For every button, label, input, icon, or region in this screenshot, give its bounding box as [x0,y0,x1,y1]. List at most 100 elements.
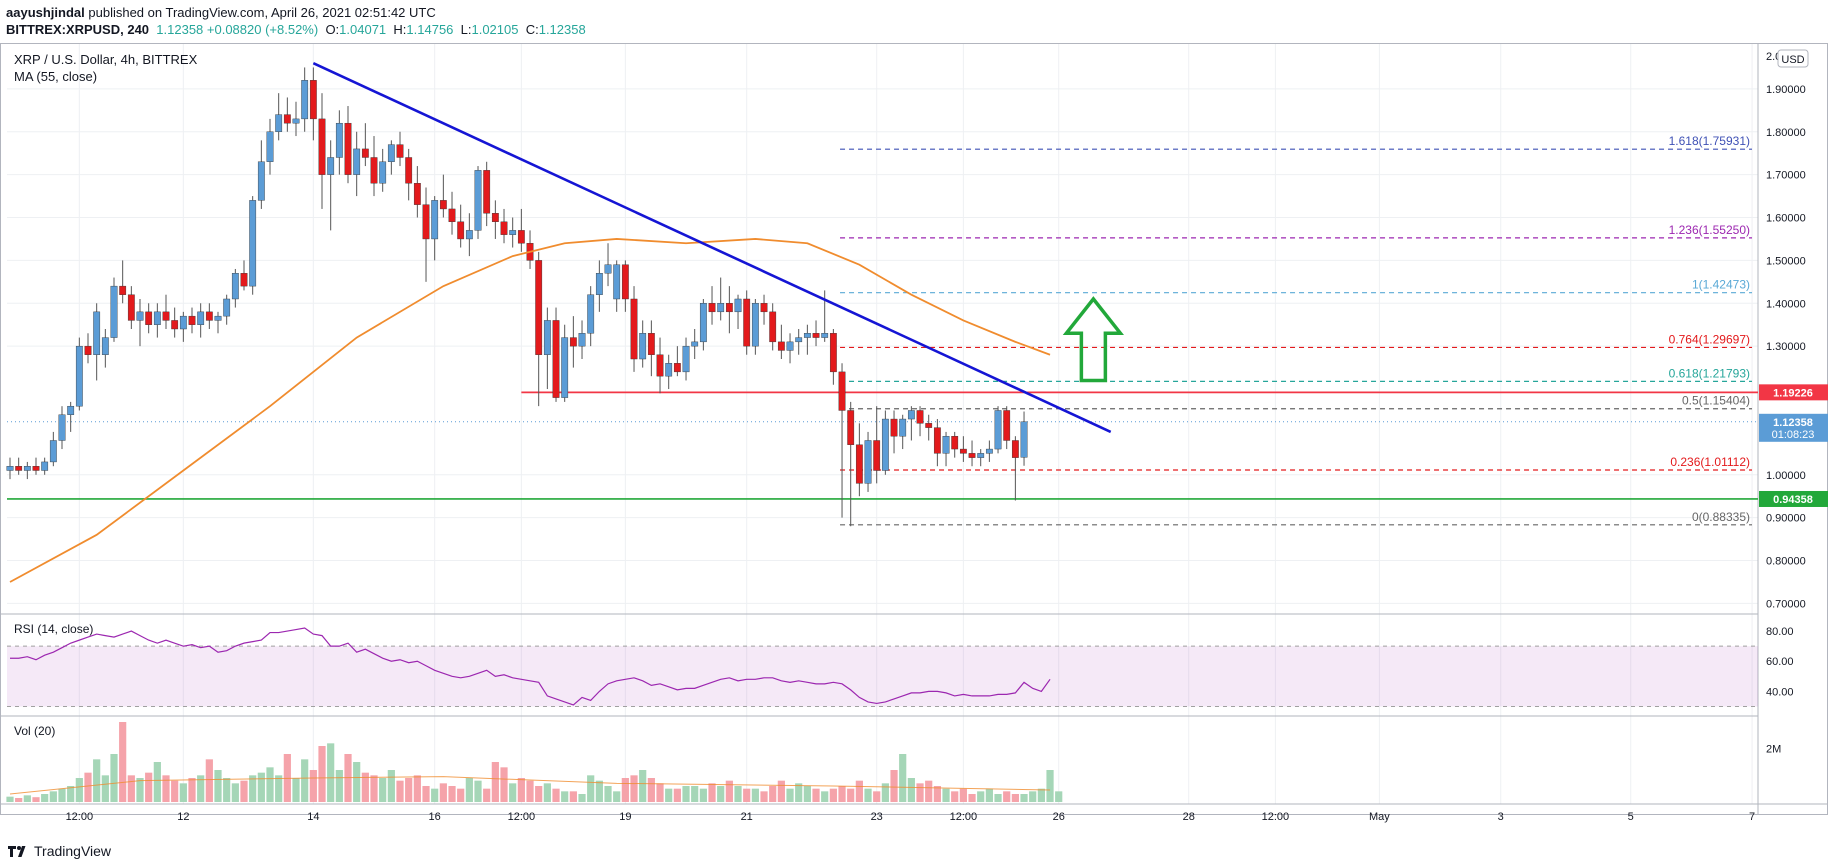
volume-bar [249,775,257,802]
volume-bar [925,780,933,802]
candle-down [32,466,40,471]
candle-down [951,435,959,450]
volume-bar [821,791,829,802]
tradingview-logo-icon[interactable] [6,843,30,859]
rsi-line [10,627,1051,706]
time-tick-label: 12:00 [508,811,536,823]
support-resistance [7,391,1758,500]
fib-level-label: 0.236(1.01112) [1670,455,1750,469]
bearish-trendline [312,61,1112,434]
time-tick-label: 14 [307,811,319,823]
candle-up [465,230,473,240]
rsi-tick-label: 40.00 [1766,686,1794,698]
moving-average [9,238,1051,583]
volume-bar [318,746,326,802]
volume-bar [15,798,23,802]
time-tick-label: 26 [1053,811,1065,823]
rsi-tick-label: 60.00 [1766,656,1794,668]
price-tick-label: 1.50000 [1766,255,1806,267]
candle-down [925,423,933,428]
countdown-badge: 01:08:23 [1772,429,1815,441]
candle-down [847,410,855,445]
volume-bar [379,778,387,802]
volume-bar [708,783,716,802]
up-arrow-annotation[interactable] [1062,296,1124,383]
candle-down [413,183,421,205]
fib-level-label: 1.236(1.55250) [1669,223,1750,237]
volume-bar [309,770,317,802]
ma-label: MA (55, close) [14,69,97,84]
fib-level-label: 1(1.42473) [1692,278,1750,292]
time-tick-label: 21 [741,811,753,823]
candle-up [327,157,335,175]
candle-down [422,204,430,240]
candle-up [379,161,387,184]
candle-up [994,410,1002,450]
volume-bar [223,778,231,802]
price-tick-label: 1.40000 [1766,298,1806,310]
volume-bar [864,788,872,802]
candle-up [691,341,699,347]
candle-down [1011,440,1019,458]
volume-bar [387,770,395,802]
currency-badge: USD [1781,54,1804,66]
volume-bar [301,759,309,802]
volume-bar [803,786,811,802]
candle-up [275,114,283,132]
volume-bar [41,794,49,802]
price-axis[interactable]: 1.90000 1.80000 1.70000 1.60000 1.50000 1.400… [1759,49,1828,610]
candle-up [93,311,101,355]
volume-bar [23,795,31,802]
candles[interactable] [6,67,1028,527]
candle-up [985,448,993,454]
candle-down [448,208,456,223]
candle-up [153,311,161,325]
candle-up [751,303,759,347]
candle-down [968,453,976,458]
rsi-pane: 80.00 60.00 40.00 [7,626,1794,707]
volume-bar [145,772,153,802]
candle-down [933,427,941,454]
candle-up [786,341,794,351]
fib-level-label: 1.618(1.75931) [1669,134,1750,148]
candle-up [604,264,612,274]
time-axis[interactable]: 12:00 12 14 16 12:00 19 21 23 12:00 26 28 12:00 May 3… [66,811,1756,823]
candle-up [231,273,239,300]
candle-up [803,333,811,338]
candle-down [760,303,768,313]
volume-bar [769,786,777,802]
currency-badge-box [1777,49,1809,68]
pane-labels: XRP / U.S. Dollar, 4h, BITTREX MA (55, c… [14,52,198,738]
volume-bar [275,775,283,802]
candle-up [474,170,482,231]
price-badge: 1.12358 [1773,417,1813,429]
candle-up [595,273,603,295]
volume-bar [179,783,187,802]
volume-bar [881,783,889,802]
volume-bar [257,772,265,802]
footer-brand[interactable]: TradingView [34,843,112,859]
volume-bar [491,762,499,802]
candle-up [682,345,690,373]
volume-bar [197,775,205,802]
candle-down [405,157,413,184]
candle-up [587,294,595,334]
candle-down [396,144,404,158]
close-label: C: [525,22,539,37]
candle-down [145,311,153,325]
publisher-name[interactable]: aayushjindal [6,5,85,20]
volume-bar [405,778,413,802]
volume-label: Vol (20) [14,724,55,738]
rsi-label: RSI (14, close) [14,622,93,636]
candle-up [266,131,274,162]
chart-header: aayushjindal published on TradingView.co… [0,0,1828,42]
trendline[interactable] [312,61,1112,434]
volume-bar [951,791,959,802]
ma-line [9,238,1051,583]
volume-bar [127,775,135,802]
volume-bar [431,788,439,802]
volume-bar [327,743,335,802]
candle-up [387,144,395,162]
candle-down [240,273,248,287]
